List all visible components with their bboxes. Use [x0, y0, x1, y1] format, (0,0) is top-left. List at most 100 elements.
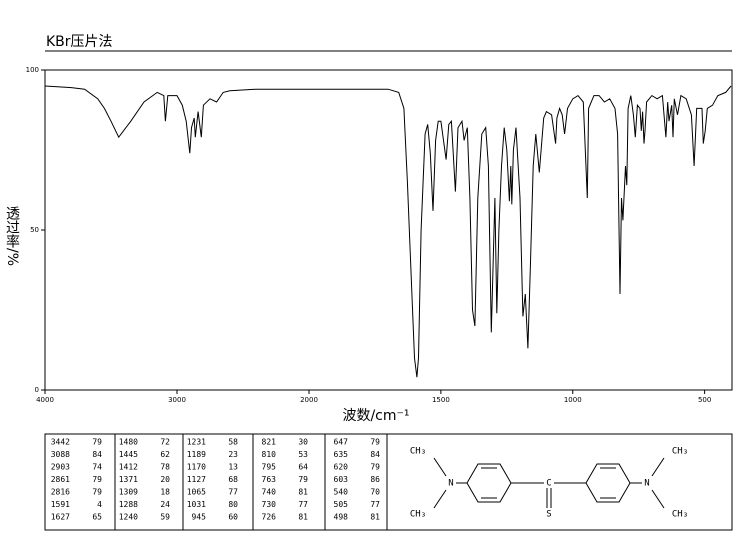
peak-transmittance: 81 — [298, 513, 308, 522]
peak-wavenumber: 810 — [262, 450, 277, 459]
peak-wavenumber: 1031 — [187, 500, 206, 509]
x-axis-label: 波数/cm⁻¹ — [342, 408, 409, 424]
x-tick-label: 2000 — [300, 396, 318, 404]
peak-wavenumber: 540 — [334, 488, 349, 497]
peak-transmittance: 77 — [298, 500, 308, 509]
peak-wavenumber: 945 — [192, 513, 207, 522]
y-tick-label: 100 — [26, 66, 39, 74]
peak-wavenumber: 3088 — [51, 450, 70, 459]
peak-wavenumber: 1371 — [119, 475, 138, 484]
peak-wavenumber: 726 — [262, 513, 277, 522]
peak-wavenumber: 821 — [262, 438, 277, 447]
peak-transmittance: 62 — [160, 450, 170, 459]
peak-transmittance: 86 — [370, 475, 380, 484]
peak-transmittance: 4 — [97, 500, 102, 509]
bond — [433, 457, 447, 477]
peak-transmittance: 20 — [160, 475, 170, 484]
chart-title: KBr压片法 — [46, 34, 113, 50]
atom-label: CH₃ — [672, 510, 688, 520]
atom-label: S — [546, 510, 551, 520]
peak-wavenumber: 1288 — [119, 500, 138, 509]
peak-wavenumber: 1591 — [51, 500, 70, 509]
bond — [651, 489, 665, 509]
peak-wavenumber: 740 — [262, 488, 277, 497]
peak-wavenumber: 1480 — [119, 438, 138, 447]
peak-wavenumber: 2816 — [51, 488, 70, 497]
peak-wavenumber: 635 — [334, 450, 349, 459]
peak-transmittance: 79 — [92, 438, 102, 447]
peak-transmittance: 80 — [228, 500, 238, 509]
peak-transmittance: 58 — [228, 438, 238, 447]
y-tick-label: 0 — [35, 386, 39, 394]
x-tick-label: 1000 — [564, 396, 582, 404]
peak-transmittance: 23 — [228, 450, 238, 459]
peak-wavenumber: 1231 — [187, 438, 206, 447]
peak-transmittance: 79 — [92, 475, 102, 484]
peak-wavenumber: 1309 — [119, 488, 138, 497]
atom-label: CH₃ — [410, 447, 426, 457]
x-tick-label: 1500 — [432, 396, 450, 404]
y-tick-label: 50 — [30, 226, 39, 234]
x-tick-label: 3000 — [168, 396, 186, 404]
structure-drawing — [433, 457, 665, 509]
peak-wavenumber: 1170 — [187, 463, 206, 472]
x-tick-label: 500 — [698, 396, 711, 404]
peak-transmittance: 64 — [298, 463, 308, 472]
peak-transmittance: 13 — [228, 463, 238, 472]
peak-transmittance: 24 — [160, 500, 170, 509]
atom-label: N — [644, 479, 649, 489]
peak-transmittance: 59 — [160, 513, 170, 522]
peak-transmittance: 72 — [160, 438, 170, 447]
peak-transmittance: 53 — [298, 450, 308, 459]
plot-frame — [44, 69, 733, 391]
peak-wavenumber: 603 — [334, 475, 349, 484]
peak-transmittance: 79 — [92, 488, 102, 497]
table-frame — [44, 433, 733, 531]
atom-label: CH₃ — [410, 510, 426, 520]
x-tick-label: 4000 — [36, 396, 54, 404]
atom-label: CH₃ — [672, 447, 688, 457]
peak-wavenumber: 1189 — [187, 450, 206, 459]
peak-wavenumber: 795 — [262, 463, 277, 472]
peak-transmittance: 18 — [160, 488, 170, 497]
peak-transmittance: 65 — [92, 513, 102, 522]
bond — [651, 457, 665, 477]
peak-wavenumber: 1445 — [119, 450, 138, 459]
peak-transmittance: 84 — [92, 450, 102, 459]
peak-wavenumber: 730 — [262, 500, 277, 509]
peak-transmittance: 79 — [370, 463, 380, 472]
peak-transmittance: 81 — [298, 488, 308, 497]
peak-wavenumber: 498 — [334, 513, 349, 522]
peak-wavenumber: 3442 — [51, 438, 70, 447]
carbon-label: C — [546, 479, 551, 489]
benzene-ring — [466, 463, 512, 503]
peak-transmittance: 77 — [228, 488, 238, 497]
y-axis-label: 透过率/% — [4, 206, 20, 266]
peak-transmittance: 81 — [370, 513, 380, 522]
peak-wavenumber: 763 — [262, 475, 277, 484]
peak-transmittance: 30 — [298, 438, 308, 447]
peak-wavenumber: 1127 — [187, 475, 206, 484]
peak-wavenumber: 2861 — [51, 475, 70, 484]
peak-transmittance: 79 — [370, 438, 380, 447]
peak-wavenumber: 505 — [334, 500, 349, 509]
peak-transmittance: 84 — [370, 450, 380, 459]
peak-transmittance: 60 — [228, 513, 238, 522]
peak-wavenumber: 2903 — [51, 463, 70, 472]
peak-transmittance: 70 — [370, 488, 380, 497]
spectrum-line — [44, 85, 732, 378]
bond — [433, 489, 447, 509]
atom-label: N — [448, 479, 453, 489]
peak-wavenumber: 1627 — [51, 513, 70, 522]
peak-transmittance: 78 — [160, 463, 170, 472]
peak-transmittance: 79 — [298, 475, 308, 484]
peak-transmittance: 68 — [228, 475, 238, 484]
peak-transmittance: 74 — [92, 463, 102, 472]
benzene-ring — [585, 463, 631, 503]
peak-wavenumber: 620 — [334, 463, 349, 472]
peak-transmittance: 77 — [370, 500, 380, 509]
peak-wavenumber: 647 — [334, 438, 349, 447]
peak-wavenumber: 1412 — [119, 463, 138, 472]
peak-wavenumber: 1065 — [187, 488, 206, 497]
